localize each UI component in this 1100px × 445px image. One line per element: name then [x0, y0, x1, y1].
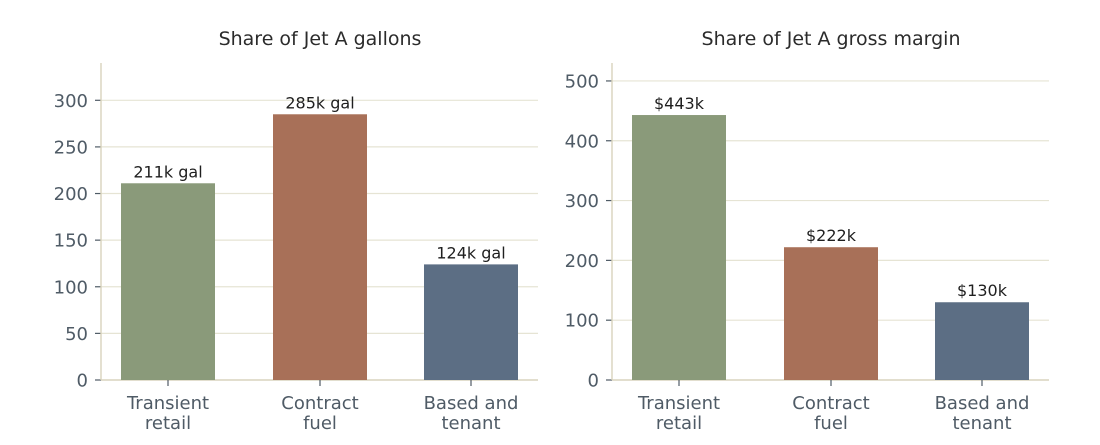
bar [424, 264, 518, 380]
y-tick-label: 300 [54, 91, 88, 112]
data-label: $130k [957, 281, 1008, 300]
x-tick-label: retail [145, 413, 191, 434]
x-tick-label: Transient [126, 393, 209, 414]
y-tick-label: 400 [565, 131, 599, 152]
chart-2: Share of Jet A gross margin 0 100 200 300 400… [565, 28, 1049, 434]
chart-title: Share of Jet A gross margin [702, 28, 961, 50]
x-tick-label: tenant [441, 413, 500, 434]
x-tick-label: tenant [952, 413, 1011, 434]
data-label: 211k gal [133, 162, 202, 181]
x-tick-label: retail [656, 413, 702, 434]
y-tick-label: 300 [565, 191, 599, 212]
y-tick-label: 100 [565, 311, 599, 332]
y-tick-label: 0 [588, 371, 599, 392]
y-tick-label: 150 [54, 231, 88, 252]
y-tick-label: 250 [54, 137, 88, 158]
x-tick-label: Contract [792, 393, 869, 414]
y-tick-label: 100 [54, 277, 88, 298]
y-tick-label: 200 [54, 184, 88, 205]
x-tick-label: fuel [303, 413, 337, 434]
y-tick-label: 200 [565, 251, 599, 272]
bar [632, 115, 726, 380]
chart-1: Share of Jet A gallons 0 50 100 150 200 250 300… [54, 28, 538, 434]
x-tick-label: fuel [814, 413, 848, 434]
x-tick-label: Based and [424, 393, 519, 414]
x-tick-label: Transient [637, 393, 720, 414]
data-label: $222k [806, 226, 857, 245]
x-tick-label: Contract [281, 393, 358, 414]
y-tick-label: 0 [77, 371, 88, 392]
data-label: 124k gal [436, 243, 505, 262]
bar [121, 183, 215, 380]
bar [273, 114, 367, 380]
data-label: 285k gal [285, 93, 354, 112]
chart-title: Share of Jet A gallons [219, 28, 422, 50]
y-tick-label: 500 [565, 71, 599, 92]
y-tick-label: 50 [65, 324, 88, 345]
bar [935, 302, 1029, 380]
bar [784, 247, 878, 380]
x-tick-label: Based and [935, 393, 1030, 414]
data-label: $443k [654, 94, 705, 113]
